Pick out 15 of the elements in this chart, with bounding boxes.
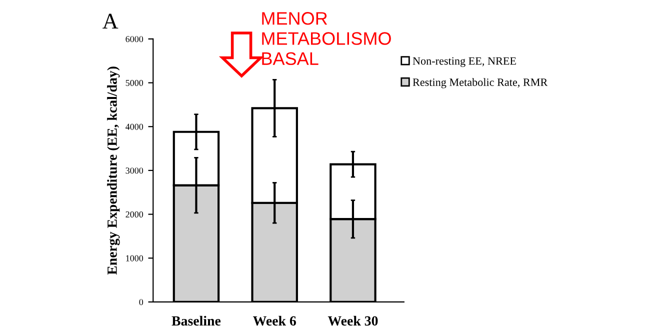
x-tick-label: Week 6 (253, 316, 296, 326)
text: A (102, 14, 118, 28)
legend-label: Resting Metabolic Rate, RMR (412, 78, 548, 88)
y-tick-label: 0 (139, 299, 144, 306)
annotation: MENOR METABOLISMO BASAL (262, 12, 391, 66)
y-tick-label: 5000 (126, 80, 144, 86)
y-tick-label: 1000 (126, 255, 144, 262)
y-tick-label: 4000 (126, 124, 144, 130)
y-axis-title: Energy Expenditure (EE, kcal/day) (107, 66, 120, 275)
y-tick-label: 2000 (126, 211, 144, 218)
x-tick-label: Baseline (172, 316, 221, 326)
legend-label: Non-resting EE, NREE (412, 57, 516, 68)
y-tick-label: 3000 (126, 168, 144, 174)
x-tick-label: Week 30 (328, 316, 378, 326)
y-tick-label: 6000 (126, 36, 144, 42)
